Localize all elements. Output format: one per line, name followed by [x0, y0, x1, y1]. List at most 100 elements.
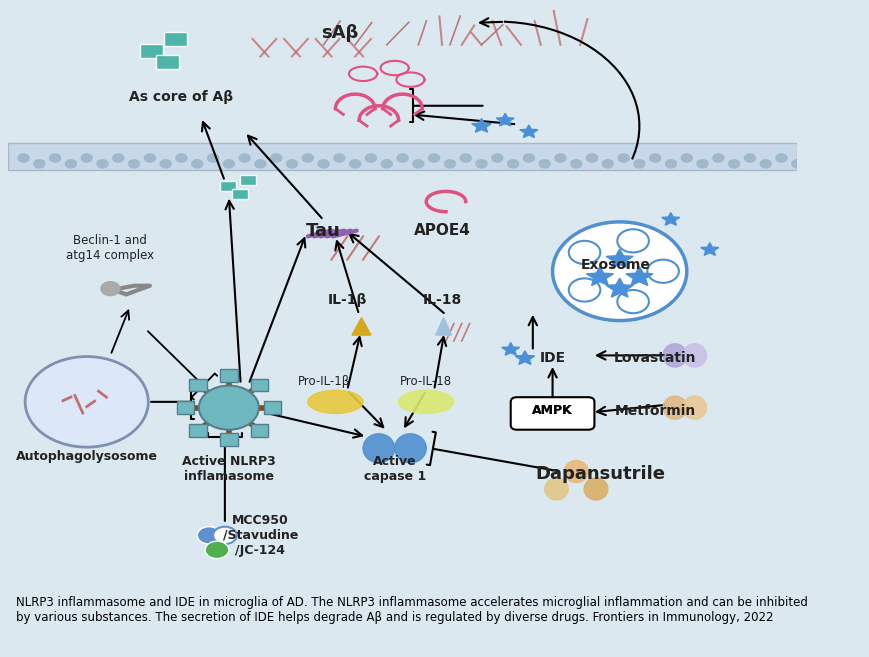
Text: Metformin: Metformin [614, 403, 695, 418]
Circle shape [775, 154, 786, 162]
Text: Dapansutrile: Dapansutrile [534, 465, 664, 484]
Circle shape [491, 154, 502, 162]
Text: Active
capase 1: Active capase 1 [363, 455, 425, 483]
Circle shape [34, 160, 45, 168]
Circle shape [428, 154, 439, 162]
Ellipse shape [682, 344, 706, 367]
Circle shape [760, 160, 771, 168]
Circle shape [647, 260, 678, 283]
Polygon shape [514, 351, 534, 365]
Circle shape [96, 160, 108, 168]
Circle shape [270, 154, 282, 162]
Circle shape [570, 160, 581, 168]
Circle shape [197, 527, 221, 544]
Circle shape [25, 357, 148, 447]
Circle shape [539, 160, 549, 168]
Circle shape [617, 154, 628, 162]
Circle shape [744, 154, 754, 162]
Ellipse shape [362, 434, 395, 463]
FancyBboxPatch shape [189, 424, 207, 437]
Text: As core of Aβ: As core of Aβ [129, 90, 233, 104]
FancyBboxPatch shape [189, 378, 207, 392]
Circle shape [18, 154, 29, 162]
FancyBboxPatch shape [250, 424, 268, 437]
Ellipse shape [398, 390, 454, 413]
Text: Lovastatin: Lovastatin [614, 351, 696, 365]
Text: IDE: IDE [539, 351, 565, 365]
Circle shape [444, 160, 454, 168]
Polygon shape [700, 242, 718, 256]
Polygon shape [495, 113, 514, 126]
Circle shape [665, 160, 676, 168]
Circle shape [255, 160, 266, 168]
Circle shape [101, 282, 120, 296]
Text: Exosome: Exosome [580, 258, 650, 273]
Circle shape [160, 160, 171, 168]
FancyBboxPatch shape [263, 401, 281, 414]
Circle shape [396, 154, 408, 162]
Polygon shape [606, 249, 633, 268]
Polygon shape [435, 318, 451, 335]
Circle shape [601, 160, 613, 168]
FancyBboxPatch shape [220, 369, 237, 382]
Polygon shape [606, 278, 633, 297]
Circle shape [680, 154, 692, 162]
Polygon shape [661, 213, 679, 225]
FancyBboxPatch shape [164, 32, 187, 46]
Text: MCC950
/Stavudine
/JC-124: MCC950 /Stavudine /JC-124 [222, 514, 298, 557]
Text: Beclin-1 and
atg14 complex: Beclin-1 and atg14 complex [66, 234, 155, 262]
Text: IL-1β: IL-1β [328, 293, 367, 307]
Circle shape [634, 160, 644, 168]
Circle shape [617, 229, 648, 252]
Circle shape [176, 154, 187, 162]
Circle shape [129, 160, 139, 168]
Text: Pro-IL-1β: Pro-IL-1β [297, 375, 349, 388]
FancyBboxPatch shape [220, 181, 235, 191]
Ellipse shape [583, 478, 607, 500]
Circle shape [728, 160, 739, 168]
Circle shape [554, 154, 566, 162]
FancyBboxPatch shape [176, 401, 194, 414]
Circle shape [191, 160, 202, 168]
Ellipse shape [308, 390, 362, 413]
Circle shape [523, 154, 534, 162]
Polygon shape [471, 118, 491, 132]
Ellipse shape [682, 396, 706, 419]
Text: NLRP3 inflammasome and IDE in microglia of AD. The NLRP3 inflammasome accelerate: NLRP3 inflammasome and IDE in microglia … [16, 597, 806, 624]
FancyBboxPatch shape [220, 433, 237, 446]
Circle shape [65, 160, 76, 168]
Circle shape [507, 160, 518, 168]
Circle shape [460, 154, 471, 162]
Circle shape [617, 290, 648, 313]
Text: IL-18: IL-18 [422, 293, 461, 307]
Text: AMPK: AMPK [532, 404, 573, 417]
FancyBboxPatch shape [156, 55, 179, 69]
FancyBboxPatch shape [240, 175, 255, 185]
Circle shape [568, 241, 600, 264]
FancyBboxPatch shape [510, 397, 594, 430]
Circle shape [81, 154, 92, 162]
Text: Pro-IL-18: Pro-IL-18 [400, 375, 452, 388]
Polygon shape [352, 318, 370, 335]
FancyBboxPatch shape [232, 189, 248, 199]
Polygon shape [520, 125, 537, 137]
FancyBboxPatch shape [8, 143, 796, 170]
Text: Tau: Tau [306, 221, 341, 240]
Polygon shape [501, 343, 519, 355]
Polygon shape [586, 267, 613, 286]
Text: APOE4: APOE4 [413, 223, 470, 238]
Polygon shape [625, 267, 653, 286]
Circle shape [199, 386, 259, 430]
Circle shape [712, 154, 723, 162]
Circle shape [568, 279, 600, 302]
Circle shape [381, 160, 392, 168]
Circle shape [334, 154, 344, 162]
Circle shape [791, 160, 802, 168]
Circle shape [365, 154, 376, 162]
Circle shape [144, 154, 156, 162]
Circle shape [286, 160, 297, 168]
Ellipse shape [662, 344, 686, 367]
Circle shape [50, 154, 61, 162]
Circle shape [349, 160, 361, 168]
Circle shape [649, 154, 660, 162]
